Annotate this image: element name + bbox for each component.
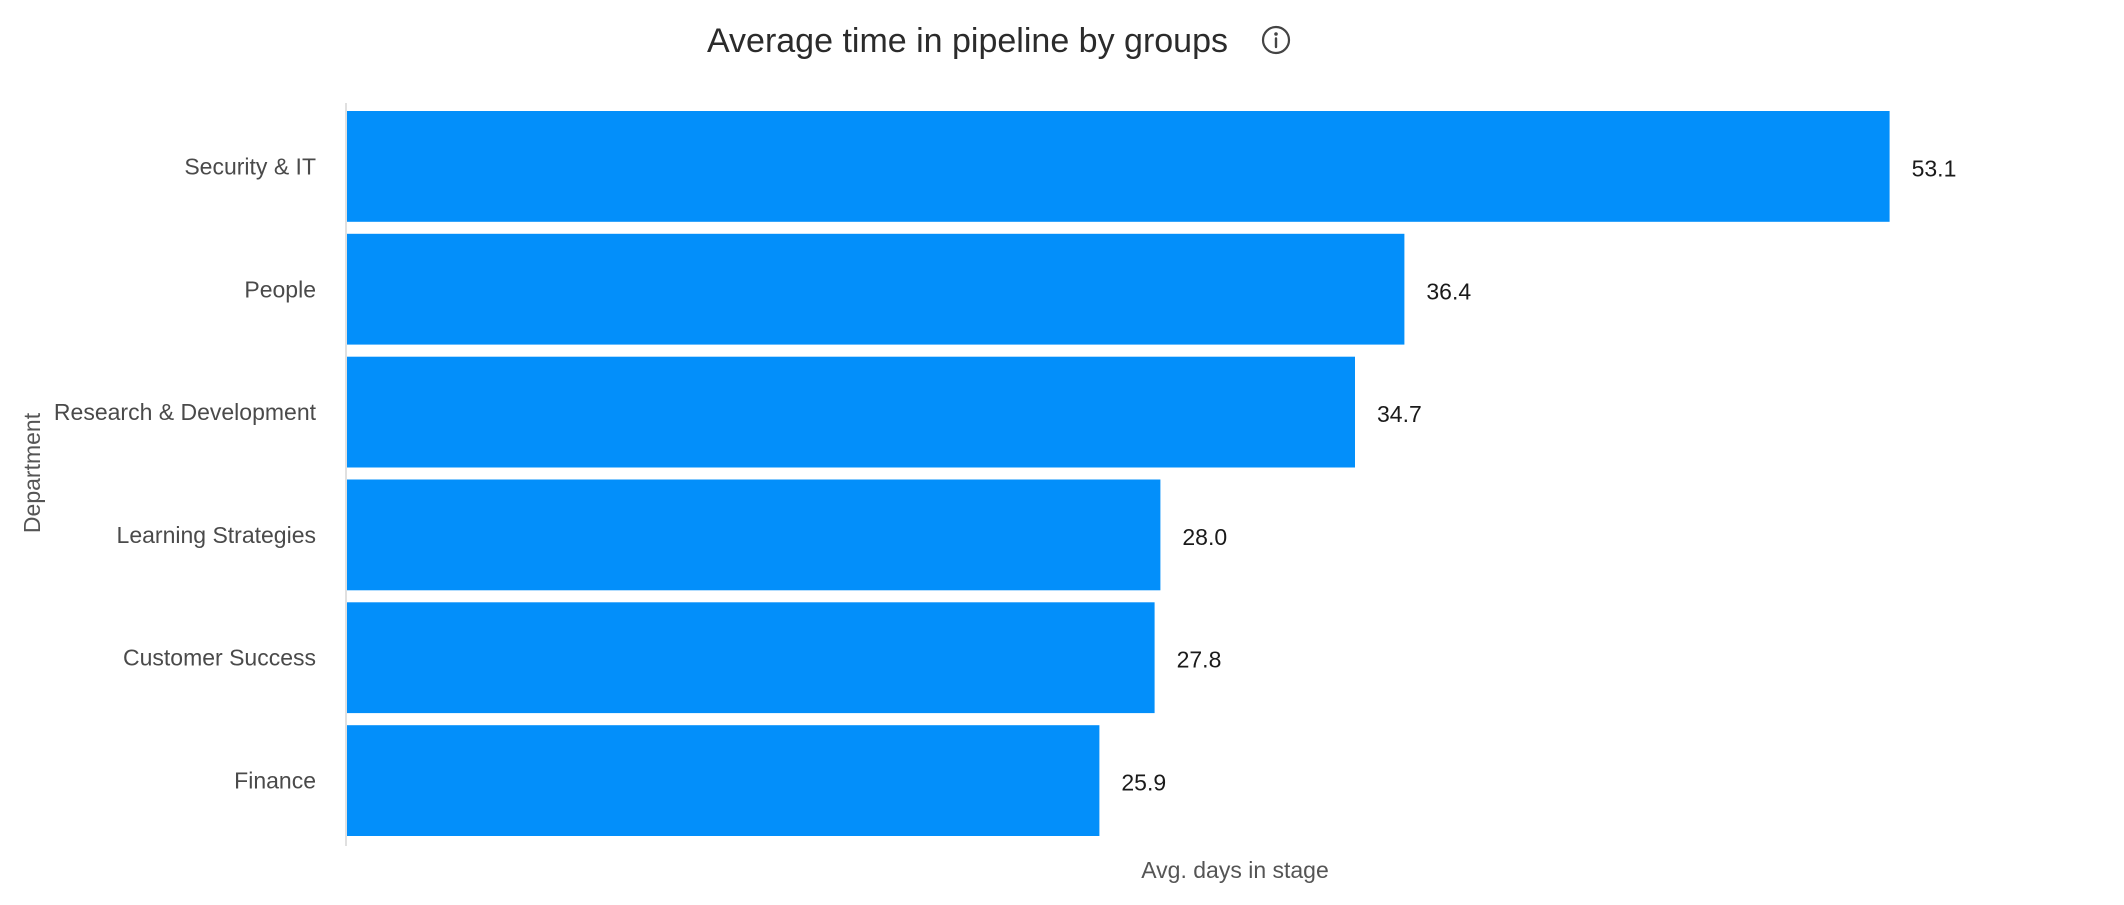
x-axis-title: Avg. days in stage bbox=[1141, 857, 1329, 883]
category-label-finance: Finance bbox=[234, 768, 316, 794]
value-label-finance: 25.9 bbox=[1121, 770, 1166, 796]
bar-research-and-development[interactable] bbox=[347, 356, 1355, 468]
chart-header: Average time in pipeline by groups bbox=[707, 22, 1291, 60]
bar-security-and-it[interactable] bbox=[347, 111, 1890, 222]
info-icon[interactable] bbox=[1261, 25, 1291, 55]
category-label-security-and-it: Security & IT bbox=[184, 153, 316, 179]
bar-learning-strategies[interactable] bbox=[347, 479, 1161, 591]
value-label-research-and-development: 34.7 bbox=[1377, 401, 1422, 427]
bar-finance[interactable] bbox=[347, 725, 1100, 836]
bars-layer bbox=[347, 111, 1890, 836]
category-label-learning-strategies: Learning Strategies bbox=[117, 522, 316, 548]
bar-people[interactable] bbox=[347, 233, 1405, 345]
category-label-customer-success: Customer Success bbox=[123, 645, 316, 671]
value-label-customer-success: 27.8 bbox=[1177, 647, 1222, 673]
value-label-security-and-it: 53.1 bbox=[1912, 155, 1957, 181]
value-label-learning-strategies: 28.0 bbox=[1182, 524, 1227, 550]
category-label-research-and-development: Research & Development bbox=[54, 399, 317, 425]
category-labels: Security & IT People Research & Developmen… bbox=[54, 153, 317, 793]
chart-title: Average time in pipeline by groups bbox=[707, 22, 1228, 60]
value-labels: 53.1 36.4 34.7 28.0 27.8 25.9 bbox=[1121, 155, 1956, 795]
value-label-people: 36.4 bbox=[1426, 278, 1471, 304]
category-label-people: People bbox=[244, 276, 316, 302]
bar-customer-success[interactable] bbox=[347, 602, 1155, 714]
y-axis-title: Department bbox=[19, 412, 45, 533]
